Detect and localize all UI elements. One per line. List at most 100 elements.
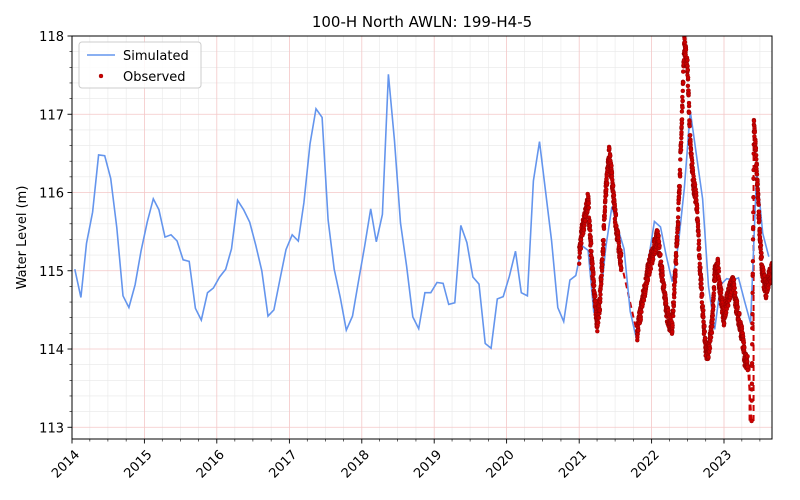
- observed-gap-lines: [620, 122, 755, 422]
- observed-point: [658, 259, 664, 264]
- observed-point: [672, 290, 677, 295]
- observed-point: [588, 228, 593, 233]
- x-tick-label: 2015: [121, 447, 155, 481]
- observed-point: [679, 117, 685, 122]
- observed-point: [682, 40, 688, 45]
- observed-point: [587, 219, 592, 224]
- observed-point: [758, 243, 764, 248]
- observed-point: [745, 367, 750, 373]
- observed-point: [639, 309, 644, 315]
- observed-point: [737, 311, 742, 316]
- observed-point: [711, 304, 716, 309]
- observed-point: [613, 207, 618, 213]
- observed-point: [599, 273, 604, 278]
- observed-point: [711, 291, 716, 296]
- observed-point: [578, 246, 584, 251]
- observed-point: [599, 277, 604, 282]
- observed-point: [638, 317, 643, 322]
- observed-point: [671, 313, 676, 319]
- observed-point: [681, 69, 686, 74]
- observed-point: [601, 247, 606, 253]
- observed-point: [593, 294, 598, 299]
- observed-point: [756, 197, 761, 202]
- observed-point: [749, 361, 755, 366]
- observed-point: [577, 255, 582, 260]
- observed-point: [685, 83, 691, 89]
- observed-point: [698, 265, 703, 270]
- observed-point: [754, 172, 760, 177]
- observed-point: [751, 210, 756, 215]
- plot-area: [72, 36, 772, 439]
- observed-point: [641, 298, 647, 303]
- observed-point: [590, 261, 595, 266]
- observed-point: [674, 253, 679, 259]
- observed-point: [671, 308, 676, 313]
- observed-point: [724, 310, 729, 315]
- observed-point: [678, 147, 684, 153]
- observed-point: [672, 279, 678, 285]
- observed-point: [640, 302, 645, 307]
- observed-point: [732, 285, 737, 291]
- observed-point: [708, 335, 714, 340]
- observed-point: [601, 237, 606, 243]
- observed-point: [715, 261, 721, 266]
- observed-point: [686, 103, 692, 109]
- observed-point: [604, 173, 609, 179]
- observed-point: [756, 202, 761, 208]
- observed-point: [596, 315, 602, 320]
- x-tick-label: 2023: [701, 447, 735, 481]
- observed-point: [656, 239, 662, 244]
- observed-point: [750, 342, 755, 347]
- observed-point: [694, 193, 699, 199]
- observed-point: [750, 259, 756, 264]
- observed-point: [726, 303, 731, 308]
- legend-swatch-observed: [98, 73, 104, 79]
- y-tick-label: 116: [39, 187, 64, 202]
- observed-point: [599, 281, 604, 287]
- observed-point: [607, 146, 612, 151]
- observed-point: [651, 257, 656, 262]
- observed-point: [596, 320, 601, 325]
- observed-point: [676, 207, 681, 213]
- observed-point: [600, 262, 605, 267]
- observed-point: [677, 183, 682, 189]
- x-axis: 2014 2015 2016 2017 2018 2019 2020 2021 2022 2023: [49, 439, 761, 481]
- x-tick-label: 2017: [266, 447, 300, 481]
- observed-point: [598, 292, 603, 297]
- observed-point: [753, 139, 758, 144]
- observed-point: [749, 418, 754, 424]
- observed-point: [687, 110, 692, 116]
- observed-point: [586, 201, 591, 206]
- observed-point: [660, 268, 665, 274]
- observed-point: [754, 152, 759, 158]
- observed-point: [758, 238, 763, 244]
- observed-point: [742, 345, 747, 350]
- observed-point: [757, 234, 763, 240]
- observed-point: [601, 222, 607, 228]
- observed-point: [577, 261, 582, 266]
- observed-point: [673, 268, 678, 273]
- observed-point: [700, 292, 705, 298]
- observed-point: [583, 218, 588, 223]
- plot-content: [74, 36, 772, 424]
- observed-point: [674, 261, 679, 266]
- y-tick-label: 115: [39, 265, 64, 280]
- observed-point: [618, 259, 623, 264]
- y-tick-label: 118: [39, 30, 64, 45]
- observed-point: [757, 226, 762, 232]
- observed-point: [749, 387, 754, 392]
- observed-point: [719, 287, 724, 293]
- observed-point: [699, 281, 704, 286]
- observed-point: [685, 57, 690, 63]
- observed-point: [605, 180, 610, 186]
- observed-point: [673, 274, 678, 279]
- observed-point: [681, 80, 686, 85]
- x-tick-label: 2014: [49, 447, 83, 481]
- observed-point: [670, 323, 675, 328]
- observed-point: [755, 181, 760, 187]
- observed-point: [586, 205, 591, 210]
- observed-point: [722, 321, 727, 326]
- observed-point: [697, 261, 702, 266]
- observed-point: [675, 237, 680, 243]
- observed-point: [636, 328, 641, 333]
